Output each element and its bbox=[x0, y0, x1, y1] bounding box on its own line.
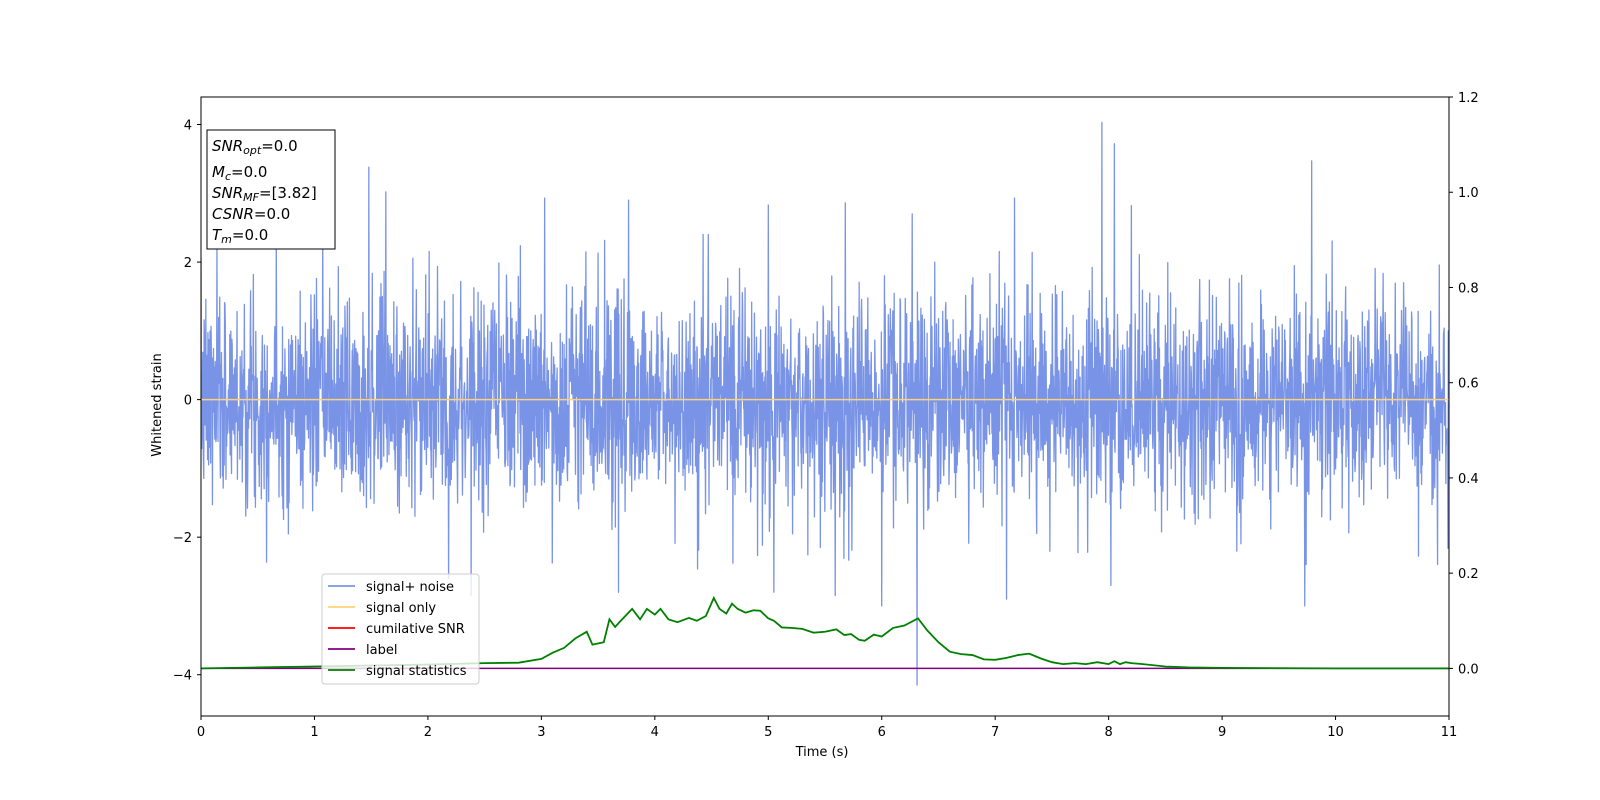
x-tick-label: 7 bbox=[991, 725, 999, 740]
legend-label: cumilative SNR bbox=[366, 622, 465, 637]
legend-label: signal statistics bbox=[366, 664, 467, 679]
y-axis-label: Whitened strain bbox=[150, 353, 165, 456]
x-tick-label: 0 bbox=[197, 725, 205, 740]
legend-label: signal+ noise bbox=[366, 580, 454, 595]
annotation-line: SNRopt=0.0 bbox=[212, 137, 298, 157]
legend-label: label bbox=[366, 643, 397, 658]
y2-tick-label: 1.0 bbox=[1458, 186, 1479, 201]
x-axis-label: Time (s) bbox=[795, 745, 849, 760]
legend-frame bbox=[321, 573, 480, 685]
x-tick-label: 5 bbox=[764, 725, 772, 740]
x-tick-label: 10 bbox=[1327, 725, 1344, 740]
y2-tick-label: 0.2 bbox=[1458, 567, 1479, 582]
y2-tick-label: 1.2 bbox=[1458, 91, 1479, 106]
x-tick-label: 3 bbox=[537, 725, 545, 740]
annotation-line: Tm=0.0 bbox=[212, 226, 268, 246]
series-signal-noise bbox=[201, 121, 1449, 686]
legend-label: signal only bbox=[366, 601, 436, 616]
series-signal-statistics bbox=[201, 595, 1449, 670]
x-tick-label: 8 bbox=[1104, 725, 1112, 740]
annotation-line: Mc=0.0 bbox=[212, 163, 267, 183]
x-tick-label: 2 bbox=[424, 725, 432, 740]
y2-tick-label: 0.8 bbox=[1458, 281, 1479, 296]
y-tick-label: 2 bbox=[184, 256, 192, 271]
y2-tick-label: 0.6 bbox=[1458, 377, 1479, 392]
y-tick-label: −4 bbox=[173, 669, 192, 684]
y-tick-label: 4 bbox=[184, 119, 192, 134]
annotation-frame bbox=[206, 129, 336, 250]
y-tick-label: 0 bbox=[184, 394, 192, 409]
y-tick-label: −2 bbox=[173, 531, 192, 546]
y2-tick-label: 0.4 bbox=[1458, 472, 1479, 487]
x-tick-label: 9 bbox=[1218, 725, 1226, 740]
x-tick-label: 1 bbox=[310, 725, 318, 740]
axes: 0 1 2 3 4 5 6 7 8 9 10 11 −4 −2 0 2 4 0.0 0.2 0.4 0.6 0.8 1.0 1… bbox=[173, 91, 1479, 740]
x-tick-label: 6 bbox=[878, 725, 886, 740]
x-tick-label: 4 bbox=[651, 725, 659, 740]
plot-frame bbox=[200, 96, 1450, 717]
legend: signal+ noise signal only cumilative SNR la… bbox=[321, 573, 480, 685]
y2-tick-label: 0.0 bbox=[1458, 662, 1479, 677]
annotation-line: SNRMF=[3.82] bbox=[212, 184, 317, 204]
x-tick-label: 11 bbox=[1441, 725, 1458, 740]
annotation-line: CSNR=0.0 bbox=[212, 205, 290, 223]
